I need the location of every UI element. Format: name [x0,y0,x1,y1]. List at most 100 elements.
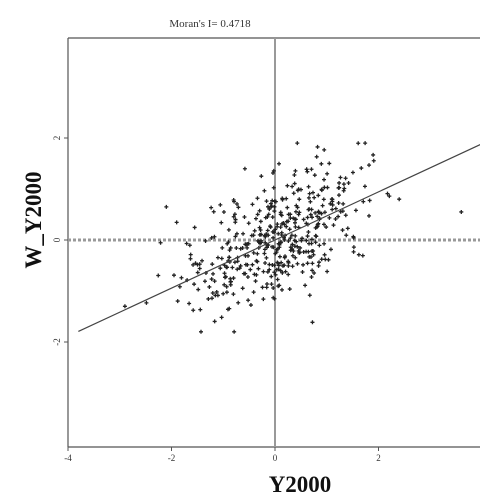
data-point [297,210,302,215]
data-point [342,186,347,191]
data-point [273,251,278,256]
data-point [265,269,270,274]
data-point [317,243,322,248]
data-point [312,270,317,275]
data-point [188,252,193,257]
data-point [261,269,266,274]
data-point [240,286,245,291]
data-point [336,214,341,219]
data-point [309,237,314,242]
data-point [222,271,227,276]
data-point [271,185,276,190]
data-point [310,190,315,195]
data-point [278,225,283,230]
data-point [237,266,242,271]
data-point [188,256,193,261]
data-point [291,191,296,196]
data-point [202,279,207,284]
data-point [290,253,295,258]
data-point [259,174,264,179]
data-point [279,213,284,218]
data-point [192,282,197,287]
data-point [283,269,288,274]
data-point [312,173,317,178]
data-point [320,203,325,208]
data-point [293,233,298,238]
data-point [257,208,262,213]
data-point [286,238,291,243]
y-axis-title: W_Y2000 [21,171,46,268]
data-point [307,207,312,212]
data-point [212,234,217,239]
x-tick-label: -2 [168,453,176,463]
data-point [213,293,218,298]
data-point [316,263,321,268]
data-point [313,210,318,215]
data-point [301,262,306,267]
data-point [305,234,310,239]
data-point [228,276,233,281]
data-point [287,287,292,292]
data-point [191,308,196,313]
data-point [210,262,215,267]
data-point [255,196,260,201]
data-point [235,259,240,264]
data-point [315,144,320,149]
data-point [266,212,271,217]
data-point [227,248,232,253]
data-point [238,246,243,251]
data-point [232,212,237,217]
data-point [326,257,331,262]
data-point [307,293,312,298]
data-point [338,175,343,180]
data-point [333,216,338,221]
data-point [218,202,223,207]
data-point [305,169,310,174]
data-point [273,227,278,232]
data-point [195,270,200,275]
data-point [300,236,305,241]
data-point [269,274,274,279]
data-point [253,216,258,221]
data-point [225,241,230,246]
data-point [263,260,268,265]
data-point [273,272,278,277]
data-point [270,171,275,176]
data-point [271,235,276,240]
data-point [209,235,214,240]
data-point [300,269,305,274]
data-point [322,252,327,257]
data-point [227,255,232,260]
data-point [330,207,335,212]
data-point [351,234,356,239]
data-point [250,262,255,267]
data-point [212,319,217,324]
data-point [296,212,301,217]
data-point [262,188,267,193]
data-point [264,285,269,290]
data-point [282,255,287,260]
data-point [245,275,250,280]
data-point [232,199,237,204]
data-point [246,241,251,246]
data-point [270,198,275,203]
data-point [288,215,293,220]
data-point [196,287,201,292]
data-point [385,191,390,196]
data-point [295,188,300,193]
data-point [224,284,229,289]
data-point [282,263,287,268]
data-point [284,224,289,229]
data-point [255,238,260,243]
data-point [309,249,314,254]
data-point [275,277,280,282]
data-point [263,234,268,239]
data-point [295,205,300,210]
data-point [288,248,293,253]
data-point [197,266,202,271]
data-point [330,202,335,207]
data-point [309,241,314,246]
data-point [333,206,338,211]
data-point [235,267,240,272]
data-point [324,225,329,230]
